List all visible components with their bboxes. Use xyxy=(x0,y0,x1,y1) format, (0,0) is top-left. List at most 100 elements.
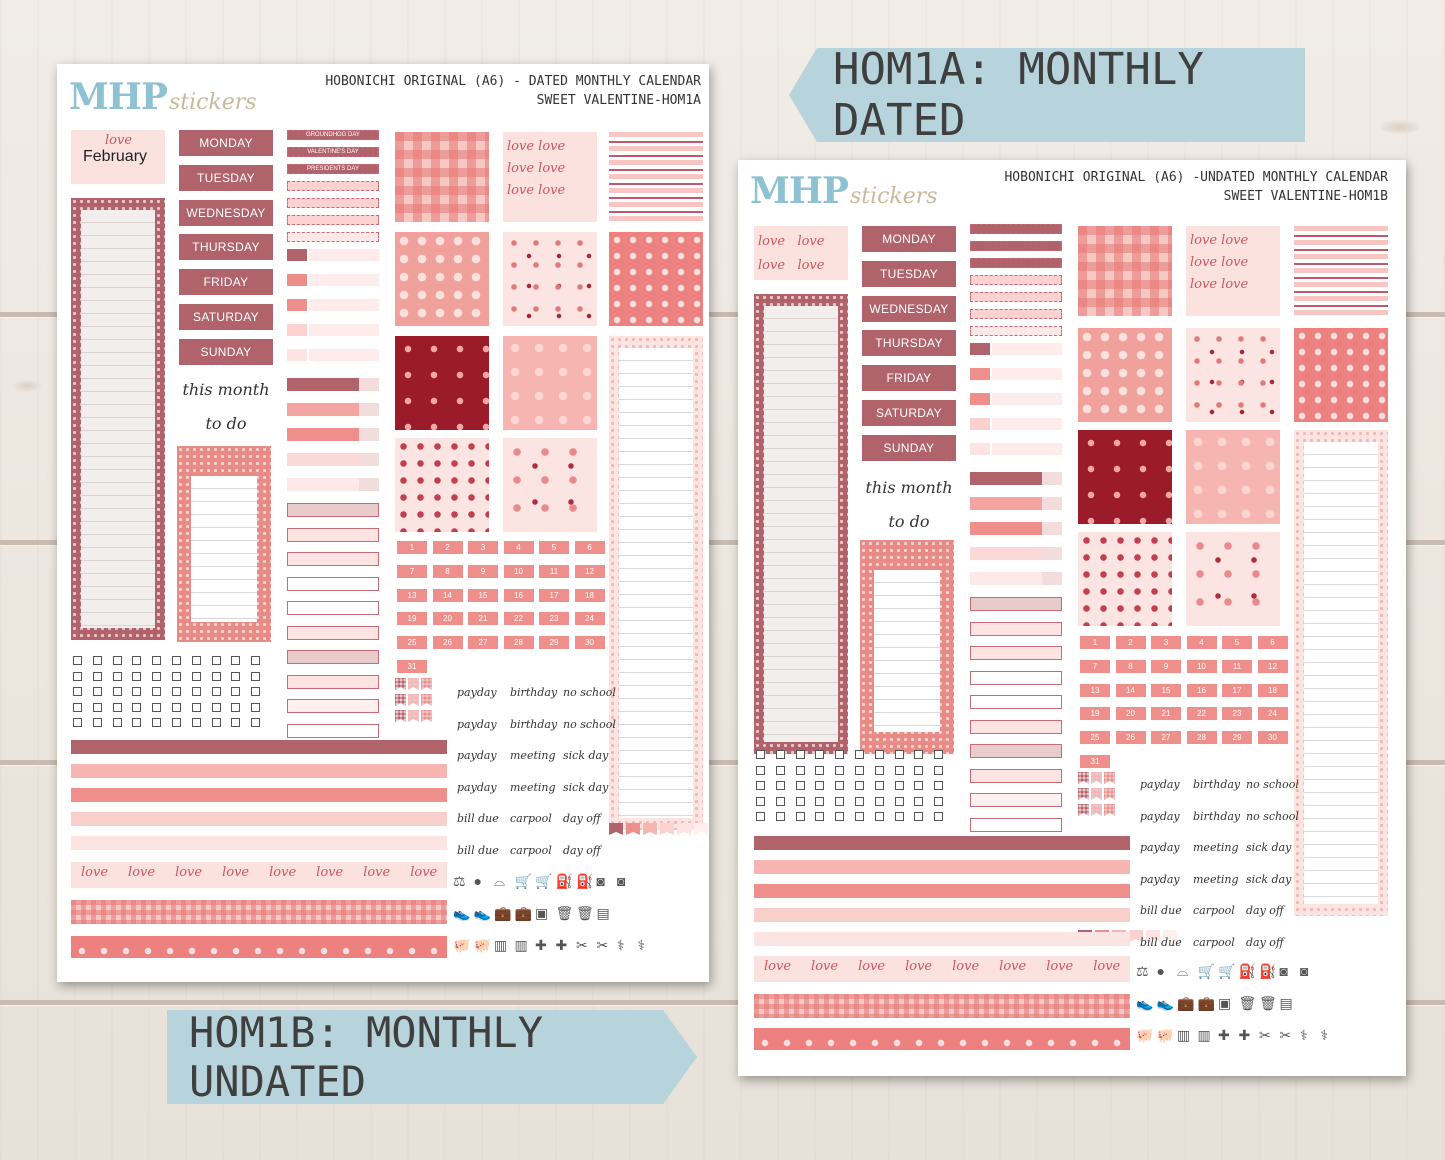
tooth-icon: ⌓ xyxy=(1177,963,1189,979)
color-tab-strip xyxy=(992,368,1062,380)
box-label-sticker xyxy=(970,793,1062,807)
box-label-sticker xyxy=(970,597,1062,611)
checkbox-sticker xyxy=(934,781,944,790)
flag-sticker xyxy=(1078,772,1089,784)
suitcase-icon: 💼 xyxy=(494,905,512,921)
checkbox-sticker xyxy=(835,812,845,821)
gingham-square xyxy=(395,132,489,222)
cash-icon: ▥ xyxy=(1197,1027,1211,1043)
box-label-sticker xyxy=(970,670,1062,685)
checkbox-sticker xyxy=(92,671,102,681)
tall-column-sticker xyxy=(754,294,848,754)
day-label-sunday: SUNDAY xyxy=(179,338,273,365)
date-sticker: 15 xyxy=(468,588,498,602)
small-label-sticker: VALENTINE'S DAY xyxy=(287,147,379,157)
washi-strip xyxy=(754,836,1130,850)
word-sticker: carpool xyxy=(1193,935,1235,949)
small-label-sticker xyxy=(970,326,1062,336)
plank-gap xyxy=(0,760,1445,765)
flag-sticker xyxy=(395,678,406,690)
washer-icon: ◙ xyxy=(1279,963,1288,979)
word-sticker: day off xyxy=(563,843,601,857)
flag-sticker xyxy=(1078,788,1089,800)
checkbox-sticker xyxy=(795,765,805,775)
washi-strip xyxy=(71,812,447,826)
soft-hearts-square xyxy=(503,438,597,532)
checkbox-sticker xyxy=(835,750,845,759)
color-tab-strip xyxy=(309,324,379,336)
checkbox-sticker xyxy=(231,671,241,681)
red-hearts-square xyxy=(1078,532,1172,626)
word-sticker: payday xyxy=(1140,778,1180,791)
hair-tools-icon: ✂ xyxy=(1259,1027,1271,1043)
piggy-bank-icon: 🐖 xyxy=(1156,1027,1174,1043)
date-sticker: 1 xyxy=(1080,636,1110,649)
trash-can-icon: 🗑 xyxy=(576,905,594,921)
checkbox-sticker xyxy=(92,656,102,665)
progress-track xyxy=(359,453,379,466)
gas-pump-icon: ⛽ xyxy=(1259,963,1277,979)
color-tab xyxy=(970,418,990,430)
progress-track xyxy=(359,378,379,391)
checkbox-sticker xyxy=(795,781,805,790)
stethoscope-icon: ⚕ xyxy=(637,937,646,953)
todo-list-sticker xyxy=(177,446,271,642)
date-sticker: 6 xyxy=(1257,636,1288,649)
washer-icon: ◙ xyxy=(596,873,605,889)
checkbox-sticker xyxy=(172,671,181,681)
checkbox-sticker xyxy=(152,656,162,665)
gingham-washi-strip xyxy=(71,900,447,924)
checkbox-sticker xyxy=(191,656,201,665)
date-sticker: 22 xyxy=(503,612,534,626)
checkbox-sticker xyxy=(211,718,221,727)
date-sticker: 30 xyxy=(1257,731,1288,745)
hearts-washi-strip xyxy=(754,1028,1130,1050)
checkbox-sticker xyxy=(855,750,864,759)
date-sticker: 12 xyxy=(1257,659,1288,673)
piggy-bank-icon: 🐖 xyxy=(1136,1027,1154,1043)
checkbox-sticker xyxy=(914,796,924,806)
small-label-sticker xyxy=(970,258,1062,268)
checkbox-sticker xyxy=(795,812,805,821)
checkbox-sticker xyxy=(73,671,82,681)
checkbox-sticker xyxy=(894,812,904,821)
checkbox-sticker xyxy=(874,796,884,806)
checkbox-sticker xyxy=(112,656,122,665)
color-tab-strip xyxy=(992,343,1062,355)
flag-sticker xyxy=(421,678,432,690)
small-label-sticker xyxy=(287,181,379,191)
sheet-title: HOBONICHI ORIGINAL (A6) - DATED MONTHLY … xyxy=(325,74,701,108)
checkbox-sticker xyxy=(251,671,261,681)
progress-track xyxy=(359,428,379,441)
date-sticker: 19 xyxy=(397,612,427,626)
checkbox-sticker xyxy=(73,718,82,727)
checkbox-sticker xyxy=(874,765,884,775)
scale-icon: ⚖ xyxy=(1136,963,1149,979)
brand-logo: MHPstickers xyxy=(69,76,257,118)
sneaker-icon: 👟 xyxy=(1136,995,1154,1011)
checkbox-sticker xyxy=(815,765,825,775)
color-tab xyxy=(970,343,990,355)
checkbox-sticker xyxy=(231,718,241,727)
date-sticker: 4 xyxy=(1186,636,1217,649)
checkbox-sticker xyxy=(191,718,201,727)
checkbox-sticker xyxy=(874,750,884,759)
checkbox-sticker xyxy=(934,796,944,806)
plank-gap xyxy=(0,312,1445,317)
day-label-saturday: SATURDAY xyxy=(179,304,273,330)
checkbox-sticker xyxy=(112,702,122,712)
first-aid-icon: ✚ xyxy=(1218,1027,1230,1043)
checkbox-sticker xyxy=(795,796,805,806)
piggy-bank-icon: 🐖 xyxy=(453,937,471,953)
burgundy-hearts-square xyxy=(1078,430,1172,524)
date-sticker: 28 xyxy=(503,636,534,650)
color-tab xyxy=(287,274,307,286)
checkbox-sticker xyxy=(756,812,765,821)
sheet-title: HOBONICHI ORIGINAL (A6) -UNDATED MONTHLY… xyxy=(1004,170,1388,204)
checkbox-sticker xyxy=(92,687,102,696)
checkbox-sticker xyxy=(132,656,142,665)
flag-sticker xyxy=(1129,930,1143,942)
checkbox-sticker xyxy=(894,765,904,775)
wood-knot xyxy=(12,380,42,392)
word-sticker: bill due xyxy=(1140,904,1182,917)
